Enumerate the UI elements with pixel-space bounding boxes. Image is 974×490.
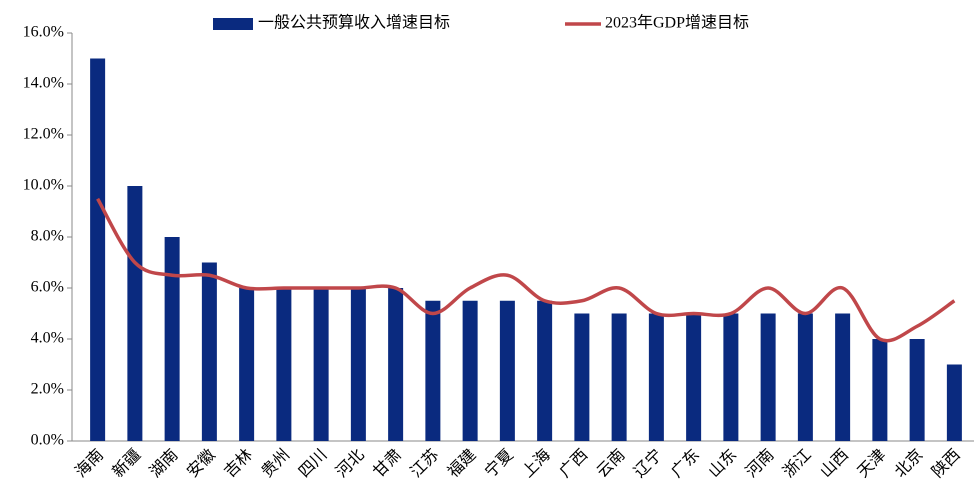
x-tick-label: 福建 xyxy=(444,446,479,481)
x-tick-label: 北京 xyxy=(891,446,926,481)
x-tick-label: 辽宁 xyxy=(630,446,665,481)
x-tick-label: 贵州 xyxy=(258,446,293,481)
bar xyxy=(686,313,702,441)
x-tick-label: 陕西 xyxy=(928,446,963,481)
x-tick-label: 吉林 xyxy=(221,446,256,481)
x-tick-label: 广东 xyxy=(668,446,703,481)
legend-swatch xyxy=(213,18,253,30)
y-tick-label: 12.0% xyxy=(23,126,64,143)
y-tick-label: 10.0% xyxy=(23,177,64,194)
y-tick-label: 4.0% xyxy=(31,330,64,347)
bar xyxy=(909,339,925,441)
bar xyxy=(723,313,739,441)
bar xyxy=(425,300,441,441)
x-tick-label: 新疆 xyxy=(109,446,144,481)
y-tick-label: 8.0% xyxy=(31,228,64,245)
bar xyxy=(350,288,366,441)
bar xyxy=(574,313,590,441)
x-tick-label: 四川 xyxy=(296,446,331,481)
x-tick-label: 宁夏 xyxy=(481,446,516,481)
x-tick-label: 天津 xyxy=(854,446,889,481)
bar xyxy=(388,288,404,441)
x-tick-label: 山西 xyxy=(817,446,852,481)
bar xyxy=(499,300,515,441)
bar xyxy=(276,288,292,441)
x-tick-label: 河南 xyxy=(742,446,777,481)
y-tick-label: 16.0% xyxy=(23,24,64,41)
bar xyxy=(201,262,217,441)
line xyxy=(96,197,956,343)
bar xyxy=(164,237,180,441)
x-tick-label: 安徽 xyxy=(183,446,218,481)
bar xyxy=(760,313,776,441)
bar xyxy=(537,300,553,441)
bar xyxy=(835,313,851,441)
x-tick-label: 海南 xyxy=(72,446,107,481)
x-tick-label: 浙江 xyxy=(779,446,814,481)
bar xyxy=(313,288,329,441)
x-tick-label: 广西 xyxy=(556,446,591,481)
x-tick-label: 山东 xyxy=(705,446,740,481)
bar xyxy=(946,364,962,441)
y-tick-label: 6.0% xyxy=(31,279,64,296)
x-tick-label: 湖南 xyxy=(146,446,181,481)
x-tick-label: 河北 xyxy=(332,446,367,481)
x-tick-label: 上海 xyxy=(519,446,554,481)
bar xyxy=(648,313,664,441)
legend-label: 一般公共预算收入增速目标 xyxy=(258,13,450,32)
legend-label: 2023年GDP增速目标 xyxy=(605,14,749,32)
bar xyxy=(462,300,478,441)
bar xyxy=(797,313,813,441)
bar xyxy=(611,313,627,441)
y-tick-label: 0.0% xyxy=(31,432,64,449)
bar xyxy=(872,339,888,441)
x-tick-label: 江苏 xyxy=(407,446,442,481)
y-tick-label: 14.0% xyxy=(23,75,64,92)
x-tick-label: 甘肃 xyxy=(370,446,405,481)
bar xyxy=(90,58,106,441)
bar xyxy=(127,186,143,441)
x-tick-label: 云南 xyxy=(593,446,628,481)
y-tick-label: 2.0% xyxy=(31,381,64,398)
bar xyxy=(239,288,255,441)
